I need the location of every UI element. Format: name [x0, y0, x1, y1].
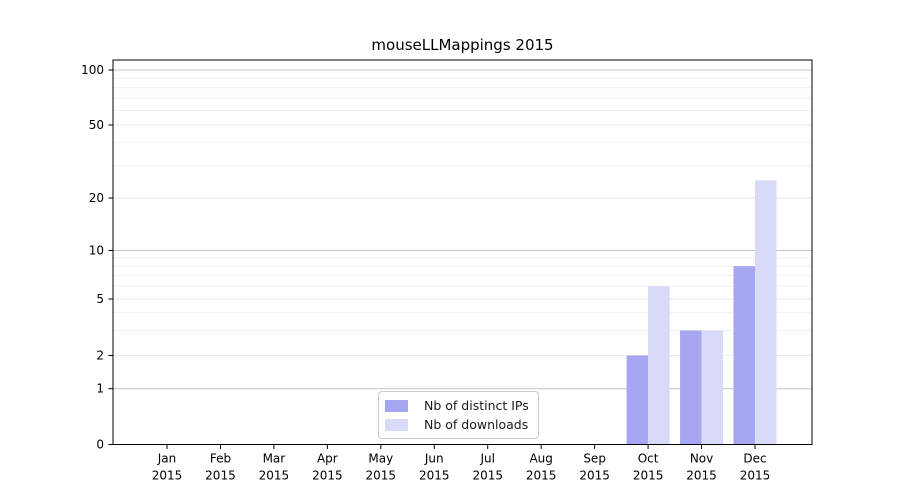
bar-dec-downloads — [755, 180, 777, 445]
x-tick-label-month: Dec — [743, 452, 766, 466]
bar-oct-downloads — [648, 286, 670, 445]
y-tick-label: 50 — [89, 118, 104, 132]
x-tick-label-year: 2015 — [633, 469, 664, 483]
y-tick-label: 2 — [96, 349, 104, 363]
legend-row-downloads: Nb of downloads — [385, 417, 529, 432]
y-tick-label: 20 — [89, 191, 104, 205]
x-tick-label-year: 2015 — [579, 469, 610, 483]
x-tick-label-year: 2015 — [152, 469, 183, 483]
bar-nov-downloads — [701, 330, 724, 445]
y-tick-label: 5 — [96, 292, 104, 306]
x-tick-label-month: Jul — [479, 452, 494, 466]
x-tick-label-year: 2015 — [526, 469, 557, 483]
legend-row-distinct-ips: Nb of distinct IPs — [385, 398, 529, 413]
legend: Nb of distinct IPs Nb of downloads — [378, 391, 539, 439]
y-tick-label: 0 — [96, 438, 104, 452]
bar-oct-distinct-ips — [626, 355, 649, 445]
y-tick-label: 1 — [96, 382, 104, 396]
x-tick-label-year: 2015 — [312, 469, 343, 483]
x-tick-label-year: 2015 — [366, 469, 397, 483]
bar-dec-distinct-ips — [733, 266, 755, 445]
x-tick-label-month: Feb — [210, 452, 231, 466]
legend-swatch-downloads — [385, 418, 408, 431]
x-tick-label-month: Oct — [638, 452, 659, 466]
chart-title: mouseLLMappings 2015 — [371, 36, 554, 54]
x-tick-label-year: 2015 — [205, 469, 236, 483]
x-tick-label-month: Sep — [583, 452, 606, 466]
x-tick-label-month: Aug — [529, 452, 552, 466]
x-tick-label-month: Apr — [317, 452, 338, 466]
legend-label-downloads: Nb of downloads — [424, 417, 529, 432]
x-tick-label-year: 2015 — [259, 469, 290, 483]
x-tick-label-month: Jan — [157, 452, 177, 466]
x-tick-label-year: 2015 — [419, 469, 450, 483]
plot-border — [112, 59, 813, 445]
x-tick-label-month: Nov — [690, 452, 713, 466]
legend-label-distinct-ips: Nb of distinct IPs — [424, 398, 529, 413]
bar-nov-distinct-ips — [680, 330, 702, 445]
x-tick-label-year: 2015 — [686, 469, 717, 483]
x-tick-label-year: 2015 — [740, 469, 771, 483]
y-tick-label: 10 — [89, 244, 104, 258]
x-tick-label-month: May — [368, 452, 393, 466]
x-tick-label-year: 2015 — [472, 469, 503, 483]
legend-swatch-distinct-ips — [385, 399, 408, 412]
x-tick-label-month: Jun — [424, 452, 444, 466]
x-tick-label-month: Mar — [263, 452, 286, 466]
y-tick-label: 100 — [81, 63, 104, 77]
